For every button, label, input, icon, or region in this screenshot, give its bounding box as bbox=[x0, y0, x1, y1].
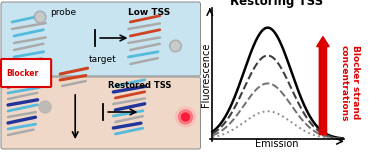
Circle shape bbox=[169, 40, 181, 52]
Circle shape bbox=[39, 101, 51, 113]
Text: target: target bbox=[88, 55, 116, 64]
Circle shape bbox=[41, 103, 49, 111]
Title: Restoring TSS: Restoring TSS bbox=[230, 0, 324, 8]
Text: Low TSS: Low TSS bbox=[129, 8, 170, 17]
FancyBboxPatch shape bbox=[1, 2, 201, 76]
Circle shape bbox=[172, 42, 180, 50]
Circle shape bbox=[178, 110, 192, 124]
FancyBboxPatch shape bbox=[1, 77, 201, 149]
FancyBboxPatch shape bbox=[1, 59, 51, 87]
Text: Blocker: Blocker bbox=[6, 69, 38, 78]
Circle shape bbox=[36, 13, 44, 21]
Text: Restored TSS: Restored TSS bbox=[108, 81, 172, 90]
FancyArrow shape bbox=[317, 37, 329, 135]
X-axis label: Emission: Emission bbox=[255, 139, 299, 149]
Text: Blocker strand
concentrations: Blocker strand concentrations bbox=[340, 45, 360, 122]
Y-axis label: Fluorescence: Fluorescence bbox=[201, 42, 211, 107]
Circle shape bbox=[175, 107, 195, 127]
Circle shape bbox=[34, 11, 46, 23]
Text: probe: probe bbox=[50, 8, 76, 17]
Circle shape bbox=[181, 113, 189, 121]
